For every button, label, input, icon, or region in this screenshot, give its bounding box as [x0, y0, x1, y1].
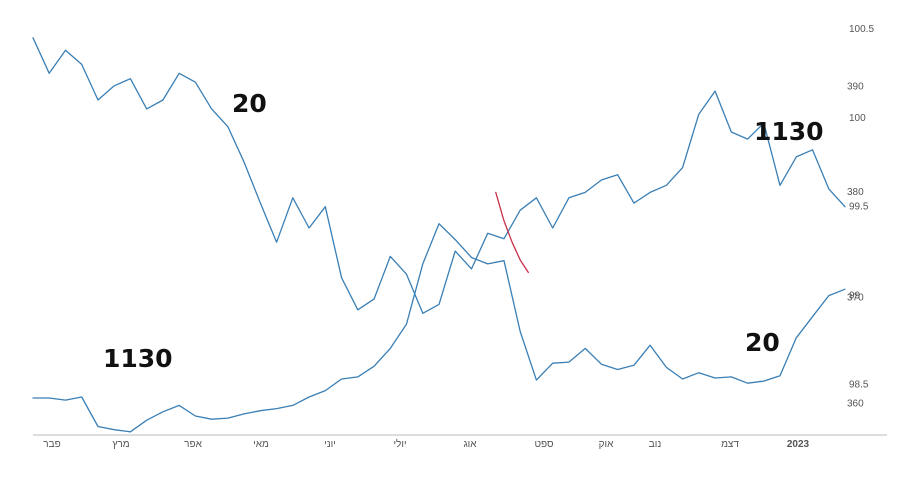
- right-axis-a-tick-label: 99: [849, 291, 861, 302]
- right-axis-b-tick-label: 360: [847, 398, 864, 409]
- x-tick-label: אוג: [463, 439, 477, 450]
- x-tick-label: יוני: [324, 439, 336, 450]
- annotation-1130-top: 1130: [754, 117, 824, 146]
- x-tick-label: יולי: [393, 438, 406, 450]
- x-tick-label: אפר: [184, 439, 202, 450]
- annotation-20-top: 20: [232, 89, 267, 118]
- series-line-a: [32, 37, 846, 314]
- x-tick-label: דצמ: [721, 439, 739, 450]
- x-tick-label: אוק: [599, 439, 614, 450]
- x-tick-label: מרץ: [112, 439, 129, 450]
- x-tick-label: מאי: [253, 439, 269, 450]
- right-axis-ticks: 100.5 100 99.5 99 98.5 390 380 370 360: [847, 24, 874, 409]
- x-tick-label: פבר: [43, 439, 60, 450]
- right-axis-a-tick-label: 100.5: [849, 24, 874, 35]
- annotation-1130-bottom: 1130: [103, 344, 173, 373]
- series-lines: [32, 37, 846, 433]
- right-axis-a-tick-label: 100: [849, 113, 866, 124]
- x-tick-label: נוב: [649, 439, 662, 450]
- right-axis-b-tick-label: 380: [847, 187, 864, 198]
- x-tick-label: ספט: [534, 439, 554, 450]
- series-line-b: [32, 223, 846, 433]
- annotation-20-bottom: 20: [745, 328, 780, 357]
- highlight-segment: [495, 191, 529, 274]
- right-axis-b-tick-label: 390: [847, 81, 864, 92]
- right-axis-a-tick-label: 99.5: [849, 202, 869, 213]
- x-axis-ticks: פבר מרץ אפר מאי יוני יולי אוג ספט אוק נוב דצמ 2023: [43, 438, 809, 450]
- x-tick-label: 2023: [787, 439, 810, 450]
- right-axis-b-tick-label: 370: [847, 293, 864, 304]
- right-axis-a-tick-label: 98.5: [849, 379, 869, 390]
